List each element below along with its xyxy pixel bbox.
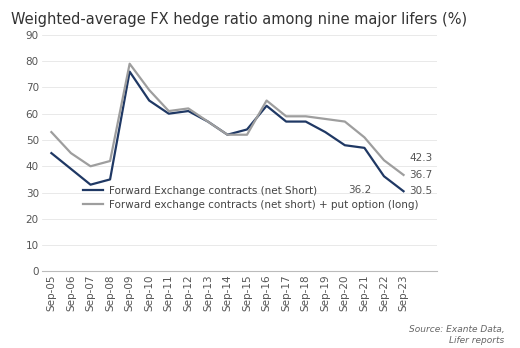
Forward Exchange contracts (net Short) (107, 177, 113, 182)
Forward Exchange contracts (net Short) (303, 119, 309, 124)
Forward Exchange contracts (net Short) (244, 127, 250, 132)
Forward Exchange contracts (net Short) (381, 174, 387, 178)
Forward exchange contracts (net short) + put option (long) (48, 130, 55, 134)
Forward Exchange contracts (net Short) (146, 98, 152, 103)
Forward exchange contracts (net short) + put option (long) (68, 151, 74, 155)
Forward exchange contracts (net short) + put option (long) (303, 114, 309, 118)
Forward Exchange contracts (net Short) (68, 167, 74, 171)
Line: Forward Exchange contracts (net Short): Forward Exchange contracts (net Short) (51, 72, 404, 191)
Forward exchange contracts (net short) + put option (long) (87, 164, 94, 168)
Text: 42.3: 42.3 (409, 153, 432, 163)
Forward exchange contracts (net short) + put option (long) (322, 117, 329, 121)
Forward exchange contracts (net short) + put option (long) (342, 119, 348, 124)
Forward exchange contracts (net short) + put option (long) (166, 109, 172, 113)
Text: 30.5: 30.5 (409, 186, 432, 196)
Forward Exchange contracts (net Short) (342, 143, 348, 147)
Line: Forward exchange contracts (net short) + put option (long): Forward exchange contracts (net short) +… (51, 64, 404, 175)
Forward Exchange contracts (net Short) (205, 119, 211, 124)
Forward exchange contracts (net short) + put option (long) (224, 133, 230, 137)
Forward exchange contracts (net short) + put option (long) (283, 114, 289, 118)
Text: Source: Exante Data,
Lifer reports: Source: Exante Data, Lifer reports (409, 325, 504, 345)
Forward Exchange contracts (net Short) (185, 109, 191, 113)
Forward exchange contracts (net short) + put option (long) (400, 173, 407, 177)
Forward exchange contracts (net short) + put option (long) (381, 158, 387, 162)
Forward exchange contracts (net short) + put option (long) (205, 119, 211, 124)
Forward Exchange contracts (net Short) (166, 112, 172, 116)
Forward Exchange contracts (net Short) (322, 130, 329, 134)
Forward Exchange contracts (net Short) (126, 70, 133, 74)
Forward Exchange contracts (net Short) (400, 189, 407, 193)
Forward Exchange contracts (net Short) (361, 146, 368, 150)
Forward Exchange contracts (net Short) (48, 151, 55, 155)
Forward exchange contracts (net short) + put option (long) (146, 88, 152, 92)
Forward exchange contracts (net short) + put option (long) (107, 159, 113, 163)
Text: 36.7: 36.7 (409, 170, 432, 180)
Legend: Forward Exchange contracts (net Short), Forward exchange contracts (net short) +: Forward Exchange contracts (net Short), … (79, 182, 422, 214)
Forward Exchange contracts (net Short) (224, 133, 230, 137)
Forward exchange contracts (net short) + put option (long) (361, 135, 368, 140)
Forward exchange contracts (net short) + put option (long) (244, 133, 250, 137)
Title: Weighted-average FX hedge ratio among nine major lifers (%): Weighted-average FX hedge ratio among ni… (11, 12, 467, 27)
Forward exchange contracts (net short) + put option (long) (185, 106, 191, 111)
Forward Exchange contracts (net Short) (87, 183, 94, 187)
Forward Exchange contracts (net Short) (283, 119, 289, 124)
Text: 36.2: 36.2 (348, 185, 371, 195)
Forward exchange contracts (net short) + put option (long) (264, 98, 270, 103)
Forward exchange contracts (net short) + put option (long) (126, 62, 133, 66)
Forward Exchange contracts (net Short) (264, 104, 270, 108)
